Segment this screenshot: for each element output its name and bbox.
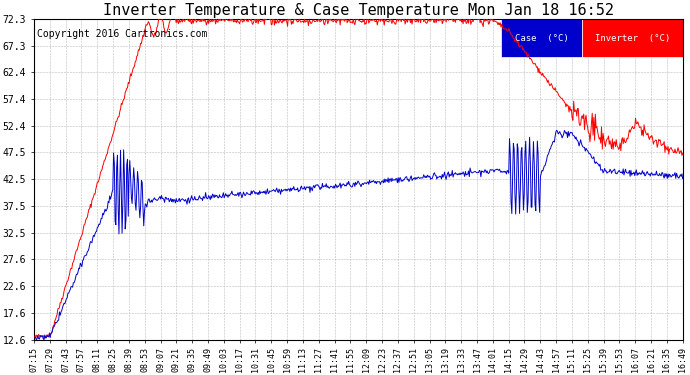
FancyBboxPatch shape bbox=[582, 19, 682, 57]
Text: Copyright 2016 Cartronics.com: Copyright 2016 Cartronics.com bbox=[37, 28, 208, 39]
Title: Inverter Temperature & Case Temperature Mon Jan 18 16:52: Inverter Temperature & Case Temperature … bbox=[103, 3, 614, 18]
Text: Inverter  (°C): Inverter (°C) bbox=[595, 34, 670, 43]
FancyBboxPatch shape bbox=[501, 19, 582, 57]
Text: Case  (°C): Case (°C) bbox=[515, 34, 569, 43]
